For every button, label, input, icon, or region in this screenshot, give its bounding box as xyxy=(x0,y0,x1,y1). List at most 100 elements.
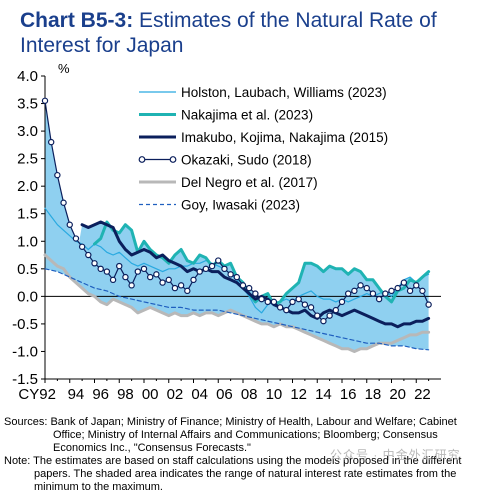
legend-marker xyxy=(169,156,177,163)
y-tick-label: 0.0 xyxy=(17,288,38,305)
legend-label: Goy, Iwasaki (2023) xyxy=(181,198,300,213)
legend-label: Del Negro et al. (2017) xyxy=(181,175,318,190)
data-point xyxy=(320,317,327,325)
data-point xyxy=(134,268,142,275)
x-tick-label: 10 xyxy=(266,386,283,403)
series-line-del-negro-et-al-2017 xyxy=(43,253,431,353)
data-point xyxy=(264,298,271,306)
data-point xyxy=(239,282,247,289)
data-point xyxy=(190,276,197,284)
data-point xyxy=(159,279,166,286)
x-tick-label: 08 xyxy=(241,386,258,403)
data-point xyxy=(351,287,358,295)
data-point xyxy=(41,97,49,104)
y-tick-label: 4.0 xyxy=(17,68,38,85)
data-point xyxy=(103,268,111,275)
x-tick-label: 16 xyxy=(340,386,357,403)
data-point xyxy=(165,276,172,284)
data-point xyxy=(85,251,92,259)
legend-label: Holston, Laubach, Williams (2023) xyxy=(181,85,387,100)
note-text: Note: The estimates are based on staff c… xyxy=(4,455,462,493)
data-point xyxy=(332,306,340,314)
data-point xyxy=(177,282,185,289)
data-point xyxy=(301,301,309,308)
data-point xyxy=(72,235,80,242)
x-tick-label: 14 xyxy=(315,386,332,403)
chart-title: Chart B5-3: Estimates of the Natural Rat… xyxy=(20,8,480,58)
range-band-layer xyxy=(45,100,429,352)
data-point xyxy=(140,265,148,273)
data-point xyxy=(122,273,129,281)
chart-svg: 4.0 3.5 3.0 2.5 2.0 1.5 1.0 0.5 0.0 -0.5 -1.0 -1.5%… xyxy=(12,61,441,403)
data-point xyxy=(47,138,55,146)
data-point xyxy=(307,304,315,311)
y-tick-label: 1.0 xyxy=(17,233,38,250)
data-point xyxy=(184,287,191,295)
y-tick-label: 2.0 xyxy=(17,178,38,195)
x-tick-label: 02 xyxy=(167,386,184,403)
data-point xyxy=(116,262,123,270)
data-point xyxy=(60,199,67,206)
data-point xyxy=(54,171,61,179)
x-tick-label: 22 xyxy=(414,386,431,403)
legend-label: Imakubo, Kojima, Nakajima (2015) xyxy=(181,130,388,145)
data-point xyxy=(208,262,216,270)
y-tick-label: 3.0 xyxy=(17,123,38,140)
data-point xyxy=(215,257,222,264)
data-point xyxy=(419,287,426,295)
data-point xyxy=(314,312,321,319)
data-point xyxy=(78,243,86,250)
x-tick-label: 06 xyxy=(216,386,233,403)
data-point xyxy=(221,265,228,273)
data-point xyxy=(91,260,98,267)
chart-title-text: Estimates of the Natural Rate of Interes… xyxy=(20,9,437,57)
y-tick-label: 1.5 xyxy=(17,206,38,223)
data-point xyxy=(171,284,179,292)
x-tick-label: 94 xyxy=(68,386,85,403)
data-point xyxy=(146,273,154,281)
data-point xyxy=(413,282,420,289)
data-point xyxy=(153,271,160,278)
data-point xyxy=(245,284,253,292)
data-point xyxy=(326,312,333,319)
y-axis-unit: % xyxy=(58,61,70,76)
chart-title-prefix: Chart B5-3: xyxy=(20,9,134,32)
x-tick-label: 04 xyxy=(191,386,208,403)
data-point xyxy=(382,290,389,297)
range-band xyxy=(45,100,429,352)
data-point xyxy=(109,276,117,284)
x-tick-label: CY92 xyxy=(18,386,56,403)
data-point xyxy=(258,295,265,303)
data-point xyxy=(388,287,395,295)
series-line-imakubo-kojima-nakajima-2015 xyxy=(80,220,431,329)
y-tick-label: 2.5 xyxy=(17,151,38,168)
data-point xyxy=(338,298,346,306)
data-point xyxy=(375,295,383,303)
legend-label: Okazaki, Sudo (2018) xyxy=(181,153,312,168)
y-tick-label: -0.5 xyxy=(12,316,38,333)
data-point xyxy=(252,290,259,297)
watermark-text: 公众号 · 中金外汇研究 xyxy=(330,448,461,462)
x-tick-label: 12 xyxy=(290,386,307,403)
x-tick-label: 98 xyxy=(117,386,134,403)
data-point xyxy=(66,221,73,228)
legend-label: Nakajima et al. (2023) xyxy=(181,108,313,123)
data-point xyxy=(270,298,278,306)
series-line-goy-iwasaki-2023 xyxy=(44,268,430,351)
data-point xyxy=(233,273,241,281)
y-tick-label: 3.5 xyxy=(17,96,38,113)
data-point xyxy=(202,265,210,273)
series-layer xyxy=(41,97,432,353)
data-point xyxy=(369,290,377,297)
data-point xyxy=(283,306,290,314)
chart-footer: Sources: Bank of Japan; Ministry of Fina… xyxy=(4,416,480,494)
data-point xyxy=(295,295,302,303)
data-point xyxy=(394,284,401,292)
legend: Holston, Laubach, Williams (2023) Nakajim… xyxy=(138,85,388,213)
y-tick-label: 0.5 xyxy=(17,261,38,278)
x-tick-label: 96 xyxy=(92,386,109,403)
data-point xyxy=(196,268,203,275)
data-point xyxy=(97,265,104,273)
axes-layer: 4.0 3.5 3.0 2.5 2.0 1.5 1.0 0.5 0.0 -0.5 -1.0 -1.5%… xyxy=(12,61,441,403)
data-point xyxy=(400,279,408,286)
